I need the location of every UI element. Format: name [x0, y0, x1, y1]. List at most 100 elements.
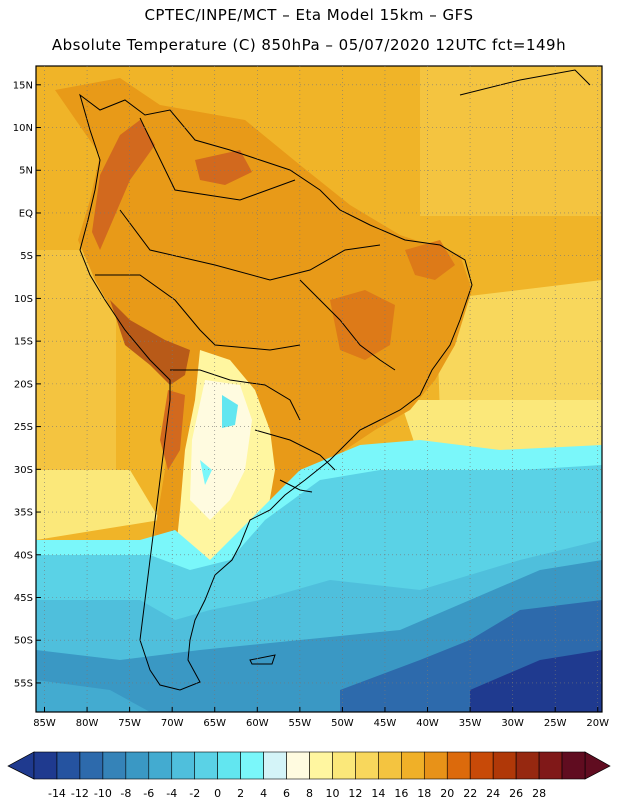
lon-label: 20W [586, 718, 609, 729]
colorbar-label: 22 [463, 787, 477, 800]
field-hot-central-andes [110, 300, 190, 385]
border-line-4 [170, 369, 301, 421]
lon-label: 75W [118, 718, 141, 729]
colorbar-swatch [378, 751, 402, 780]
lat-label: 20S [14, 379, 33, 390]
lon-label: 50W [331, 718, 354, 729]
lat-label: 35S [14, 508, 33, 519]
colorbar-swatch [446, 751, 471, 780]
field-south-atlantic-light [436, 280, 602, 420]
field-cold-pocket-2 [200, 460, 212, 485]
colorbar-label: -12 [71, 787, 89, 800]
lon-label: 70W [161, 718, 184, 729]
lon-label: 35W [459, 718, 482, 729]
border-line-1 [139, 117, 296, 201]
colorbar-label: 18 [417, 787, 431, 800]
colorbar-label: 14 [371, 787, 385, 800]
lon-label: 85W [33, 718, 56, 729]
colorbar-swatch [56, 751, 81, 780]
lat-label: 50S [14, 636, 33, 647]
colorbar-swatch [102, 751, 127, 780]
colorbar-label: 6 [283, 787, 290, 800]
lat-label: 55S [14, 678, 33, 689]
coastlines-and-borders [79, 69, 591, 691]
colorbar-swatch [515, 751, 540, 780]
lat-label: 40S [14, 550, 33, 561]
lon-label: 65W [203, 718, 226, 729]
colorbar-label: 12 [348, 787, 362, 800]
colorbar-swatch [33, 751, 58, 780]
colorbar-swatch [286, 751, 310, 780]
field-cold-pocket-1 [222, 395, 238, 428]
colorbar-swatch [194, 751, 218, 780]
lon-label: 80W [76, 718, 99, 729]
border-line-2 [119, 209, 381, 281]
lat-label: 25S [14, 422, 33, 433]
colorbar-label: -6 [143, 787, 154, 800]
colorbar-swatch [538, 751, 563, 780]
chart-title-line-1: CPTEC/INPE/MCT – Eta Model 15km – GFS [144, 6, 474, 24]
colorbar-swatch [469, 751, 494, 780]
colorbar-label: -10 [94, 787, 112, 800]
colorbar-label: 8 [306, 787, 313, 800]
south-america-coastline [79, 93, 473, 691]
colorbar-swatch [240, 751, 264, 780]
colorbar-swatch [263, 751, 287, 780]
colorbar-swatch [401, 751, 425, 780]
field-hot-chile-andes [160, 390, 185, 470]
temperature-field [36, 66, 602, 712]
lat-label: 15S [14, 337, 33, 348]
colorbar-swatch [561, 751, 586, 780]
colorbar-swatch [217, 751, 241, 780]
field-hot-andes-north [92, 120, 155, 250]
lat-label: 5S [20, 251, 33, 262]
colorbar-label: -14 [48, 787, 66, 800]
colorbar-swatch [171, 751, 196, 780]
chart-title-line-2: Absolute Temperature (C) 850hPa – 05/07/… [51, 36, 567, 54]
lon-label: 30W [501, 718, 524, 729]
colorbar-label: 28 [532, 787, 546, 800]
lat-label: 30S [14, 465, 33, 476]
field-hot-northeast [405, 240, 455, 280]
field-pacific-12 [36, 470, 160, 540]
colorbar-low-arrow [7, 751, 35, 780]
lon-label: 40W [416, 718, 439, 729]
graticule [36, 66, 602, 712]
colorbar-label: -8 [120, 787, 131, 800]
colorbar-label: 16 [394, 787, 408, 800]
border-line-6 [299, 279, 396, 371]
falklands-outline [249, 654, 276, 665]
field-cold-minus14 [470, 650, 602, 712]
colorbar: -14 -12 -10 -8 -6 -4 -2 0 2 4 6 8 10 12 14 16 18 20 22 24 26… [7, 751, 611, 800]
lon-label: 45W [374, 718, 397, 729]
field-cold-pacific-south [36, 680, 150, 712]
field-north-atlantic [420, 66, 602, 216]
lat-label: 45S [14, 593, 33, 604]
colorbar-label: -2 [189, 787, 200, 800]
lon-label: 25W [544, 718, 567, 729]
colorbar-swatch [309, 751, 333, 780]
longitude-labels: 85W 80W 75W 70W 65W 60W 55W 50W 45W 40W 35W 30W 25W 2… [33, 718, 609, 729]
colorbar-swatch [423, 751, 448, 780]
colorbar-swatch [125, 751, 150, 780]
colorbar-swatch [332, 751, 356, 780]
colorbar-label: 20 [440, 787, 454, 800]
colorbar-label: -4 [166, 787, 177, 800]
border-line-5 [254, 429, 336, 471]
lat-label: 15N [13, 80, 33, 91]
caribbean-coast [459, 69, 591, 96]
colorbar-label: 10 [325, 787, 339, 800]
latitude-labels: 15N 10N 5N EQ 5S 10S 15S 20S 25S 30S 35S 40S 45S 50S 5… [13, 80, 33, 689]
colorbar-swatch [148, 751, 173, 780]
colorbar-label: 4 [260, 787, 267, 800]
colorbar-swatch [492, 751, 517, 780]
field-hot-guiana [195, 150, 252, 185]
colorbar-label: 26 [509, 787, 523, 800]
border-line-3 [95, 274, 301, 351]
colorbar-swatch [355, 751, 379, 780]
map-frame [35, 65, 603, 713]
lon-label: 60W [246, 718, 269, 729]
lat-label: EQ [19, 208, 33, 219]
colorbar-label: 2 [237, 787, 244, 800]
